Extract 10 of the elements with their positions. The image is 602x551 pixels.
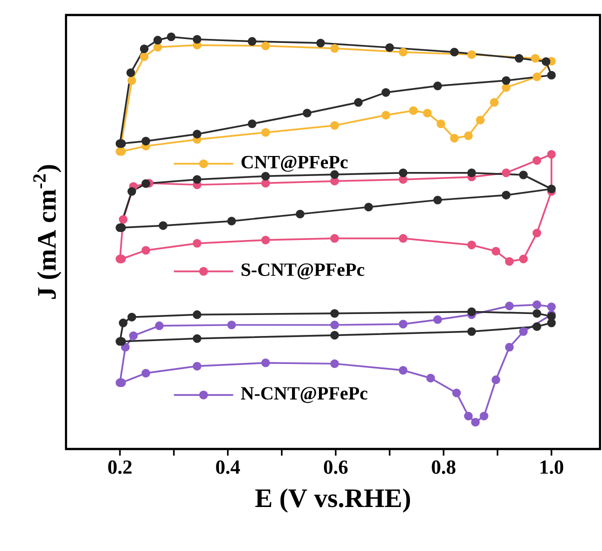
x-tick-label: 0.6 [324, 460, 348, 474]
x-axis-title: E (V vs.RHE) [255, 488, 410, 513]
legend-label: CNT@PFePc [242, 156, 348, 172]
x-tick-label: 0.8 [432, 460, 456, 474]
legend-label: S-CNT@PFePc [242, 263, 364, 280]
legend-label: N-CNT@PFePc [240, 387, 368, 404]
y-axis-title: J (mA cm$^{-2}$) [33, 165, 62, 299]
x-tick-label: 0.2 [108, 460, 132, 474]
x-tick-label: 1.0 [540, 460, 564, 474]
x-tick-label: 0.4 [216, 460, 240, 474]
